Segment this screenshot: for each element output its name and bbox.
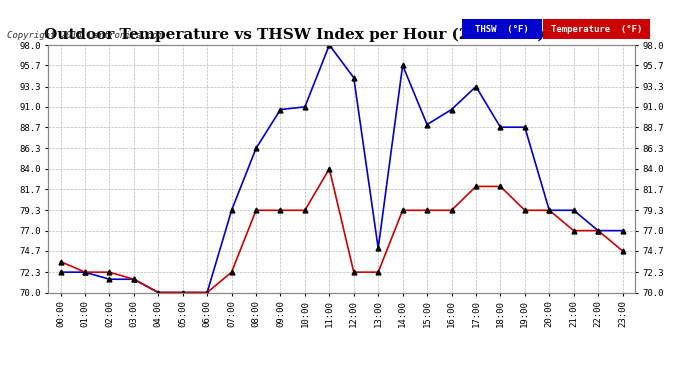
Text: Temperature  (°F): Temperature (°F) xyxy=(551,25,642,34)
Text: THSW  (°F): THSW (°F) xyxy=(475,25,529,34)
Text: Copyright 2014 Cartronics.com: Copyright 2014 Cartronics.com xyxy=(7,30,163,39)
Title: Outdoor Temperature vs THSW Index per Hour (24 Hours)  20140628: Outdoor Temperature vs THSW Index per Ho… xyxy=(43,28,640,42)
